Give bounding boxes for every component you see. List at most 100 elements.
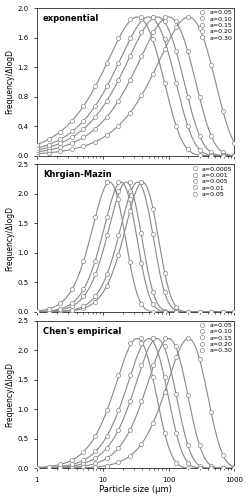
- X-axis label: Particle size (μm): Particle size (μm): [99, 486, 172, 494]
- a=0.15: [117, 77, 120, 83]
- a=0.30: [210, 466, 213, 471]
- a=0.01: [59, 306, 62, 312]
- a=0.15: [187, 94, 189, 100]
- a=0.01: [70, 300, 73, 306]
- a=0.0005: [70, 308, 73, 314]
- a=0.001: [82, 303, 85, 309]
- Legend: a=0.05, a=0.10, a=0.15, a=0.20, a=0.30: a=0.05, a=0.10, a=0.15, a=0.20, a=0.30: [196, 10, 233, 41]
- a=0.05: [82, 464, 85, 470]
- a=0.20: [70, 128, 73, 134]
- a=0.05: [175, 24, 178, 30]
- a=0.005: [221, 309, 224, 315]
- a=0.10: [105, 455, 108, 461]
- a=0.15: [70, 463, 73, 469]
- a=0.30: [221, 466, 224, 471]
- a=0.10: [221, 466, 224, 471]
- a=0.20: [152, 14, 155, 20]
- a=0.20: [82, 457, 85, 463]
- a=0.30: [163, 430, 166, 436]
- a=0.05: [82, 144, 85, 150]
- a=0.05: [128, 453, 131, 459]
- a=0.30: [152, 374, 155, 380]
- a=0.20: [128, 35, 131, 41]
- a=0.10: [163, 14, 166, 20]
- a=0.005: [175, 309, 178, 315]
- Text: exponential: exponential: [43, 14, 99, 23]
- a=0.05: [187, 309, 189, 315]
- a=0.20: [233, 466, 236, 471]
- a=0.05: [163, 309, 166, 315]
- a=0.20: [163, 374, 166, 380]
- a=0.005: [152, 289, 155, 295]
- a=0.15: [221, 152, 224, 158]
- a=0.01: [175, 309, 178, 315]
- a=0.01: [82, 286, 85, 292]
- a=0.01: [163, 308, 166, 314]
- a=0.15: [210, 466, 213, 471]
- a=0.0005: [47, 309, 50, 315]
- a=0.005: [59, 307, 62, 313]
- a=0.30: [140, 336, 143, 342]
- a=0.0005: [210, 309, 213, 315]
- a=0.10: [187, 48, 189, 54]
- Line: a=0.05: a=0.05: [35, 336, 237, 470]
- a=0.05: [221, 309, 224, 315]
- Line: a=0.0005: a=0.0005: [35, 180, 237, 314]
- a=0.001: [221, 309, 224, 315]
- a=0.05: [210, 410, 213, 416]
- a=0.15: [105, 98, 108, 103]
- a=0.05: [128, 110, 131, 116]
- a=0.01: [140, 260, 143, 266]
- a=0.15: [59, 464, 62, 470]
- Y-axis label: Frequency/ΔlogD: Frequency/ΔlogD: [5, 206, 14, 270]
- a=0.01: [105, 214, 108, 220]
- a=0.0005: [187, 309, 189, 315]
- a=0.05: [187, 14, 189, 20]
- a=0.20: [105, 83, 108, 89]
- a=0.05: [198, 356, 201, 362]
- a=0.10: [175, 18, 178, 24]
- a=0.05: [82, 258, 85, 264]
- a=0.15: [94, 455, 97, 461]
- a=0.15: [175, 48, 178, 54]
- a=0.01: [221, 309, 224, 315]
- Text: Khrgian-Mazin: Khrgian-Mazin: [43, 170, 112, 179]
- a=0.05: [210, 62, 213, 68]
- a=0.05: [221, 108, 224, 114]
- a=0.20: [140, 340, 143, 346]
- a=0.20: [117, 407, 120, 413]
- a=0.05: [35, 466, 38, 471]
- a=0.10: [128, 426, 131, 432]
- a=0.20: [47, 464, 50, 470]
- Line: a=0.20: a=0.20: [35, 336, 237, 470]
- a=0.30: [105, 60, 108, 66]
- a=0.0005: [35, 309, 38, 315]
- a=0.01: [152, 302, 155, 308]
- a=0.01: [47, 308, 50, 314]
- a=0.30: [82, 448, 85, 454]
- a=0.05: [94, 214, 97, 220]
- a=0.005: [163, 308, 166, 314]
- a=0.30: [175, 123, 178, 129]
- a=0.30: [59, 128, 62, 134]
- a=0.05: [70, 146, 73, 152]
- a=0.005: [140, 230, 143, 236]
- a=0.005: [105, 232, 108, 238]
- Line: a=0.20: a=0.20: [35, 15, 237, 158]
- a=0.0005: [59, 308, 62, 314]
- a=0.10: [152, 362, 155, 368]
- a=0.15: [233, 466, 236, 471]
- a=0.05: [140, 301, 143, 307]
- a=0.05: [59, 465, 62, 471]
- a=0.0005: [175, 304, 178, 310]
- a=0.15: [82, 126, 85, 132]
- a=0.05: [233, 140, 236, 146]
- a=0.10: [94, 126, 97, 132]
- a=0.01: [94, 258, 97, 264]
- a=0.20: [70, 462, 73, 468]
- a=0.10: [152, 29, 155, 35]
- Y-axis label: Frequency/ΔlogD: Frequency/ΔlogD: [5, 362, 14, 427]
- a=0.20: [198, 146, 201, 152]
- a=0.10: [59, 144, 62, 150]
- a=0.10: [221, 150, 224, 156]
